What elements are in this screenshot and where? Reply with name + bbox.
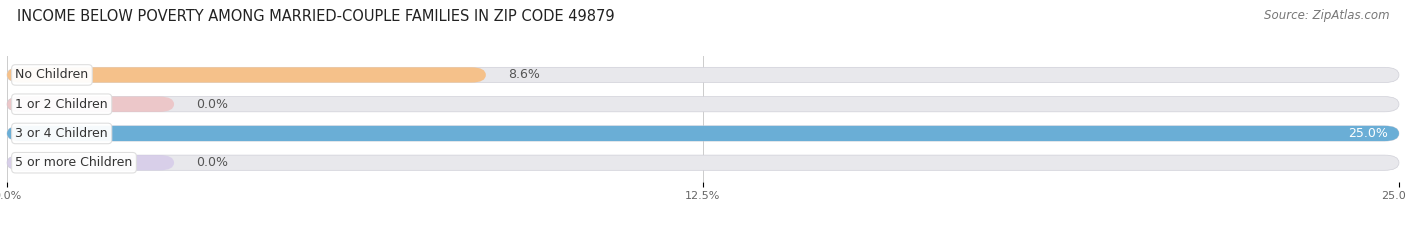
FancyBboxPatch shape — [7, 67, 1399, 82]
Text: 25.0%: 25.0% — [1348, 127, 1388, 140]
Text: 1 or 2 Children: 1 or 2 Children — [15, 98, 108, 111]
Text: 8.6%: 8.6% — [508, 69, 540, 82]
FancyBboxPatch shape — [7, 155, 1399, 170]
Text: INCOME BELOW POVERTY AMONG MARRIED-COUPLE FAMILIES IN ZIP CODE 49879: INCOME BELOW POVERTY AMONG MARRIED-COUPL… — [17, 9, 614, 24]
FancyBboxPatch shape — [7, 97, 174, 112]
Text: 5 or more Children: 5 or more Children — [15, 156, 132, 169]
Text: 0.0%: 0.0% — [197, 156, 228, 169]
FancyBboxPatch shape — [7, 67, 486, 82]
Text: 3 or 4 Children: 3 or 4 Children — [15, 127, 108, 140]
Text: 0.0%: 0.0% — [197, 98, 228, 111]
FancyBboxPatch shape — [7, 155, 174, 170]
FancyBboxPatch shape — [7, 97, 1399, 112]
FancyBboxPatch shape — [7, 126, 1399, 141]
FancyBboxPatch shape — [7, 126, 1399, 141]
Text: Source: ZipAtlas.com: Source: ZipAtlas.com — [1264, 9, 1389, 22]
Text: No Children: No Children — [15, 69, 89, 82]
